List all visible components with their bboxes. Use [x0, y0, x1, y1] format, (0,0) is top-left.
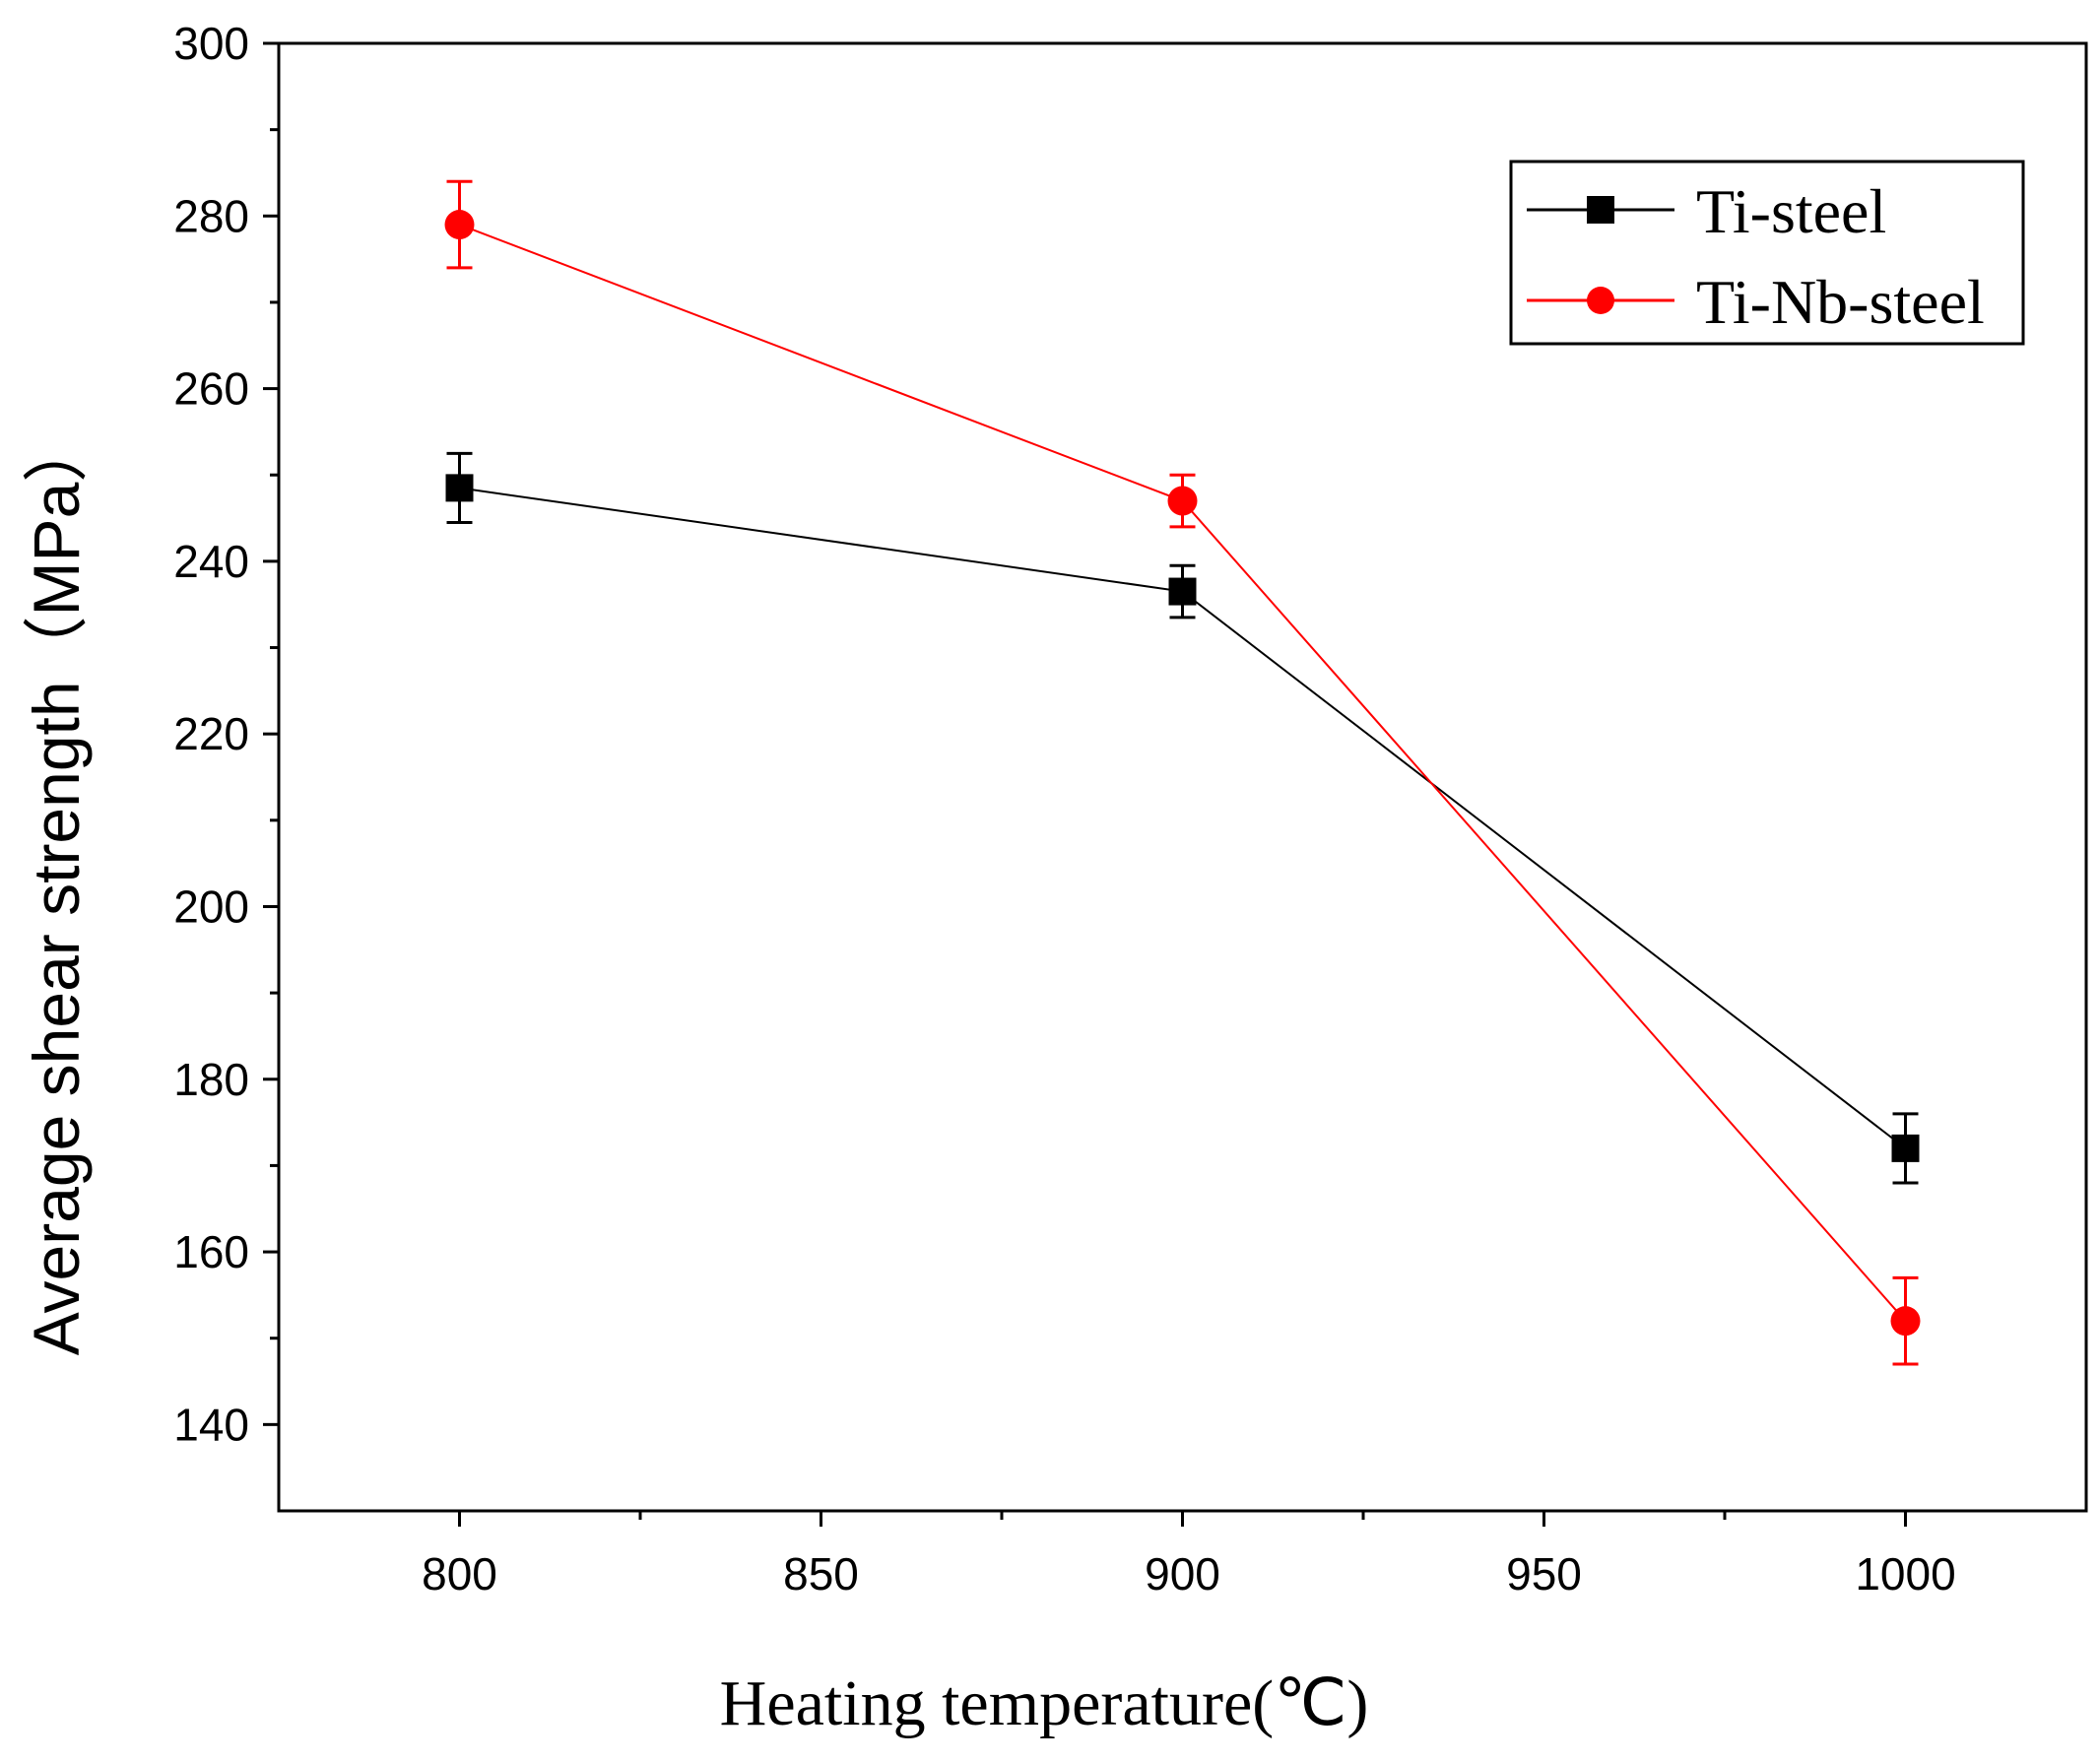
- series-layer: [444, 179, 1921, 1366]
- y-tick-label: 180: [173, 1054, 249, 1105]
- y-tick-label: 220: [173, 708, 249, 759]
- x-tick-label: 900: [1145, 1548, 1220, 1600]
- legend-marker-ti-nb-steel: [1587, 287, 1614, 314]
- axes: 800 850 900 950 1000 140 160 180 200 220 240 260 280…: [173, 18, 2088, 1600]
- legend-label-ti-nb-steel: Ti-Nb-steel: [1696, 267, 1985, 337]
- y-axis-title: Average shear strength（MPa）: [20, 418, 93, 1356]
- y-tick-label: 260: [173, 363, 249, 415]
- y-tick-label: 240: [173, 536, 249, 587]
- y-tick-label: 140: [173, 1399, 249, 1450]
- x-tick-label: 950: [1506, 1548, 1582, 1600]
- series-ti-nb-steel: [444, 179, 1921, 1366]
- y-tick-label: 300: [173, 18, 249, 69]
- legend-label-ti-steel: Ti-steel: [1696, 176, 1886, 246]
- legend: Ti-steel Ti-Nb-steel: [1509, 160, 2025, 346]
- data-point-ti-steel: [445, 474, 474, 502]
- y-tick-label: 200: [173, 881, 249, 932]
- series-ti-steel: [445, 451, 1920, 1185]
- data-point-ti-steel: [1168, 577, 1197, 606]
- legend-marker-ti-steel: [1587, 196, 1614, 224]
- x-axis-title: Heating temperature(℃): [720, 1667, 1369, 1739]
- x-tick-label: 1000: [1855, 1548, 1955, 1600]
- data-point-ti-nb-steel: [1890, 1306, 1921, 1337]
- data-point-ti-nb-steel: [444, 210, 475, 240]
- data-point-ti-nb-steel: [1167, 486, 1198, 516]
- x-tick-label: 850: [783, 1548, 859, 1600]
- x-tick-label: 800: [422, 1548, 497, 1600]
- y-tick-label: 280: [173, 190, 249, 241]
- data-point-ti-steel: [1891, 1134, 1920, 1162]
- y-tick-label: 160: [173, 1226, 249, 1277]
